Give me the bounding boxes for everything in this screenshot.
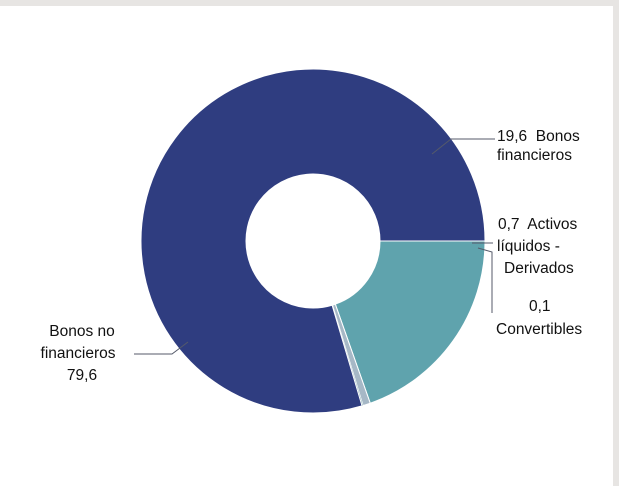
data-label-activos-liquidos-derivados-line-1: 0,7 Activos xyxy=(498,216,578,233)
data-label-bonos-financieros-line-1: 19,6 Bonos xyxy=(497,128,580,145)
donut-chart: 19,6 Bonos financieros 0,7 Activos líquidos… xyxy=(41,68,582,414)
data-label-bonos-no-financieros-line-2: financieros xyxy=(41,345,116,362)
leader-line-bonos-no-financieros xyxy=(134,341,189,355)
chart-frame: 19,6 Bonos financieros 0,7 Activos líquidos… xyxy=(0,6,613,486)
leader-line-bonos-financieros xyxy=(431,138,495,155)
data-label-bonos-financieros-line-2: financieros xyxy=(497,147,572,164)
slice-bonos-financieros xyxy=(334,240,486,404)
slice-bonos-no-financieros xyxy=(140,68,486,414)
data-label-activos-liquidos-derivados-line-3: Derivados xyxy=(504,260,574,277)
data-label-convertibles-line-2: Convertibles xyxy=(496,321,582,338)
data-label-bonos-no-financieros-line-3: 79,6 xyxy=(67,367,97,384)
data-label-convertibles-line-1: 0,1 xyxy=(529,298,551,315)
leader-line-convertibles xyxy=(477,247,493,313)
data-label-activos-liquidos-derivados-line-2: líquidos - xyxy=(497,238,560,255)
data-label-bonos-no-financieros-line-1: Bonos no xyxy=(49,323,115,340)
